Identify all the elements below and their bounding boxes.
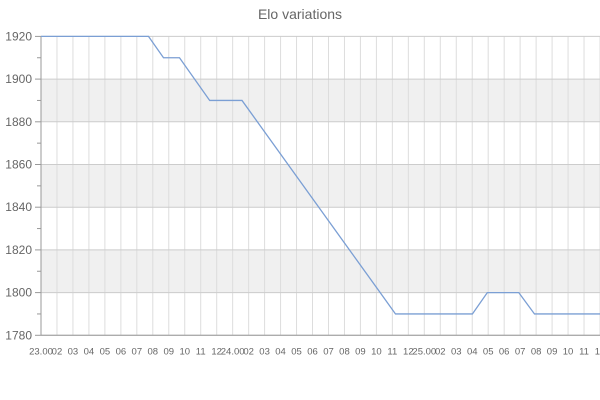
svg-text:07: 07: [515, 346, 526, 357]
svg-text:10: 10: [179, 346, 190, 357]
svg-text:10: 10: [371, 346, 382, 357]
svg-text:05: 05: [100, 346, 111, 357]
svg-text:08: 08: [531, 346, 542, 357]
svg-text:1820: 1820: [5, 243, 32, 257]
svg-text:02: 02: [435, 346, 446, 357]
svg-text:04: 04: [275, 346, 286, 357]
svg-text:06: 06: [116, 346, 127, 357]
svg-text:24.00: 24.00: [221, 346, 245, 357]
svg-text:08: 08: [148, 346, 159, 357]
svg-text:10: 10: [563, 346, 574, 357]
svg-text:02: 02: [243, 346, 254, 357]
svg-text:1780: 1780: [5, 328, 32, 342]
svg-text:04: 04: [467, 346, 478, 357]
svg-text:03: 03: [259, 346, 270, 357]
svg-text:1920: 1920: [5, 29, 32, 43]
svg-text:06: 06: [307, 346, 318, 357]
svg-text:03: 03: [451, 346, 462, 357]
svg-text:09: 09: [163, 346, 174, 357]
svg-text:1800: 1800: [5, 286, 32, 300]
svg-text:09: 09: [547, 346, 558, 357]
svg-text:07: 07: [323, 346, 334, 357]
svg-text:23.00: 23.00: [29, 346, 53, 357]
svg-text:06: 06: [499, 346, 510, 357]
svg-text:08: 08: [339, 346, 350, 357]
svg-text:12: 12: [595, 346, 600, 357]
svg-text:05: 05: [483, 346, 494, 357]
svg-text:05: 05: [291, 346, 302, 357]
svg-text:1860: 1860: [5, 158, 32, 172]
svg-text:07: 07: [132, 346, 143, 357]
svg-text:03: 03: [68, 346, 79, 357]
svg-text:25.00: 25.00: [412, 346, 436, 357]
svg-text:09: 09: [355, 346, 366, 357]
svg-text:1840: 1840: [5, 200, 32, 214]
svg-text:11: 11: [196, 346, 206, 357]
svg-text:11: 11: [387, 346, 397, 357]
svg-text:11: 11: [579, 346, 589, 357]
svg-text:04: 04: [84, 346, 95, 357]
svg-text:02: 02: [52, 346, 63, 357]
svg-text:1880: 1880: [5, 115, 32, 129]
svg-text:1900: 1900: [5, 72, 32, 86]
